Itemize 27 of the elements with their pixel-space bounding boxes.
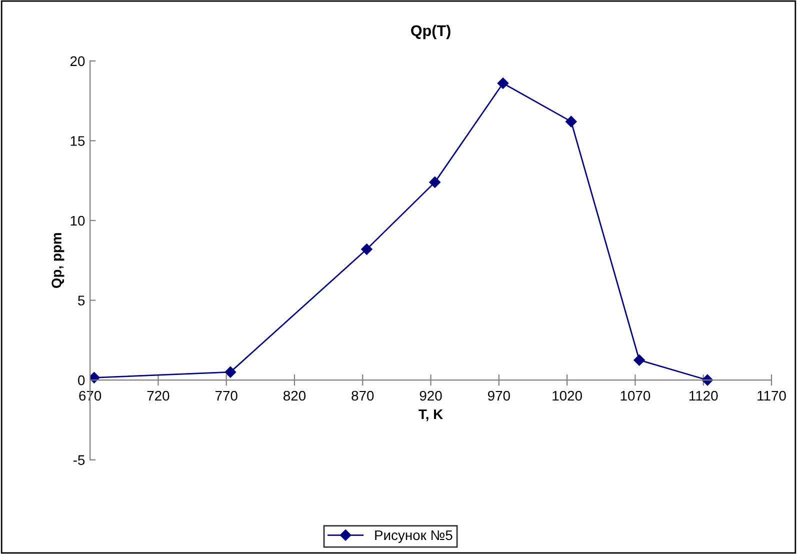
x-tick-label: 920 bbox=[420, 390, 442, 401]
y-tick-label: 10 bbox=[70, 216, 85, 226]
x-tick-label: 970 bbox=[488, 390, 510, 401]
point bbox=[429, 176, 440, 188]
chart-title: Qp(T) bbox=[411, 24, 450, 40]
x-tick-label: 770 bbox=[215, 390, 238, 401]
x-axis-title: T, K bbox=[418, 409, 443, 422]
x-tick-label: 820 bbox=[284, 390, 306, 401]
x-tick-label: 720 bbox=[147, 390, 170, 401]
point bbox=[497, 78, 509, 89]
y-axis-title: Qp, ppm bbox=[52, 233, 64, 288]
point bbox=[361, 244, 372, 255]
point bbox=[224, 366, 236, 378]
point bbox=[634, 354, 645, 366]
point bbox=[90, 372, 100, 384]
y-tick-label: 20 bbox=[70, 56, 85, 66]
x-tick-label: 1070 bbox=[620, 390, 650, 401]
x-tick-label: 1020 bbox=[552, 390, 582, 401]
x-tick-label: 1120 bbox=[689, 390, 718, 401]
y-tick-label: 0 bbox=[78, 375, 85, 386]
x-tick-label: 1170 bbox=[758, 390, 786, 401]
x-tick-label: 870 bbox=[352, 390, 374, 401]
legend-label: Рисунок №5 bbox=[375, 530, 452, 543]
point bbox=[566, 116, 577, 128]
y-tick-label: -5 bbox=[73, 455, 85, 465]
y-tick-label: 15 bbox=[70, 136, 85, 146]
y-tick-label: 5 bbox=[78, 296, 85, 306]
